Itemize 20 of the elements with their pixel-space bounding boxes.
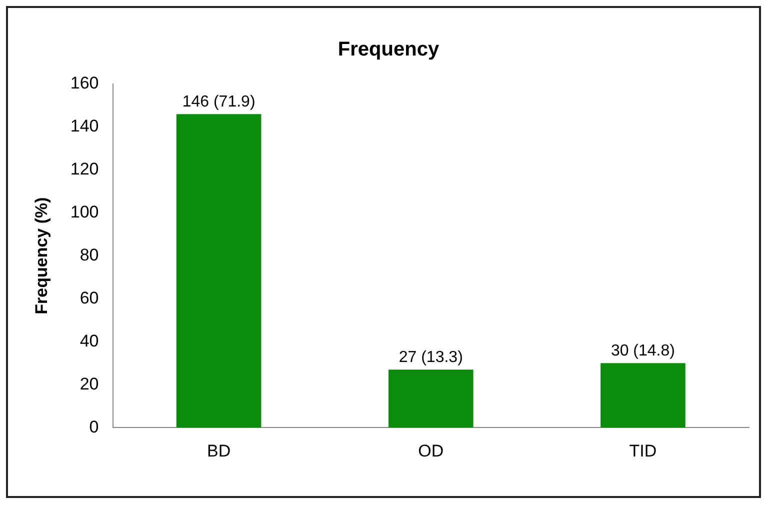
y-tick-label: 100 — [70, 202, 99, 222]
y-tick-label: 160 — [70, 74, 99, 93]
x-tick-label: BD — [206, 441, 231, 460]
x-tick-label: TID — [629, 441, 657, 460]
y-tick-label: 140 — [70, 116, 99, 136]
data-label: 30 (14.8) — [610, 342, 675, 360]
chart-title: Frequency — [338, 38, 440, 61]
y-axis-title: Frequency (%) — [32, 197, 51, 314]
y-tick-label: 80 — [80, 245, 99, 264]
data-label: 146 (71.9) — [182, 93, 256, 110]
y-tick-label: 0 — [89, 417, 99, 436]
bar — [388, 370, 474, 428]
bar — [600, 363, 686, 428]
y-tick-label: 60 — [80, 288, 99, 308]
x-tick-label: OD — [418, 441, 444, 460]
data-label: 27 (13.3) — [398, 349, 463, 366]
y-tick-label: 20 — [80, 374, 99, 394]
y-tick-label: 120 — [70, 160, 99, 179]
y-tick-label: 40 — [80, 331, 99, 350]
bar — [176, 114, 262, 428]
